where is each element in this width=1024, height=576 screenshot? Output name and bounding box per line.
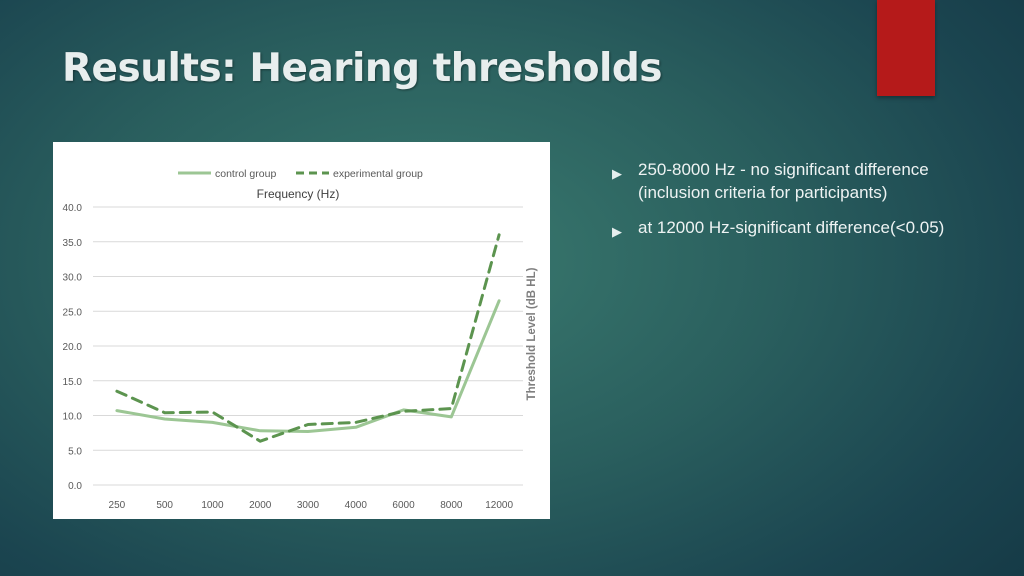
y-tick-label: 20.0 <box>63 342 83 353</box>
chart-canvas: 0.0 5.0 10.0 15.0 20.0 25.0 30.0 35.0 40.0 250 500… <box>63 168 538 511</box>
y-tick-label: 10.0 <box>63 412 83 423</box>
bullet-list: ▶ 250-8000 Hz - no significant differenc… <box>610 158 950 251</box>
page-title: Results: Hearing thresholds <box>62 46 663 91</box>
y-tick-label: 0.0 <box>68 481 82 492</box>
chart-title: Frequency (Hz) <box>257 187 340 201</box>
x-tick-label: 4000 <box>345 500 368 511</box>
bullet-item: ▶ at 12000 Hz-significant difference(<0.… <box>610 216 950 239</box>
x-tick-label: 3000 <box>297 500 320 511</box>
y-tick-label: 25.0 <box>63 307 83 318</box>
x-tick-label: 1000 <box>201 500 224 511</box>
triangle-right-icon: ▶ <box>612 224 622 239</box>
y-tick-label: 40.0 <box>63 203 83 214</box>
x-tick-label: 8000 <box>440 500 463 511</box>
bullet-text: 250-8000 Hz - no significant difference … <box>638 160 929 202</box>
y-tick-label: 15.0 <box>63 377 83 388</box>
line-chart: 0.0 5.0 10.0 15.0 20.0 25.0 30.0 35.0 40.0 250 500… <box>53 142 550 519</box>
x-tick-label: 500 <box>156 500 173 511</box>
y-tick-label: 5.0 <box>68 446 82 457</box>
series-line <box>115 233 501 443</box>
x-tick-label: 2000 <box>249 500 272 511</box>
bullet-item: ▶ 250-8000 Hz - no significant differenc… <box>610 158 950 204</box>
x-tick-label: 6000 <box>392 500 415 511</box>
x-tick-label: 12000 <box>485 500 513 511</box>
legend-label: control group <box>215 168 276 180</box>
x-tick-label: 250 <box>109 500 126 511</box>
legend-label: experimental group <box>333 168 423 180</box>
y-tick-label: 35.0 <box>63 238 83 249</box>
y-axis-label: Threshold Level (dB HL) <box>526 267 538 400</box>
bullet-text: at 12000 Hz-significant difference(<0.05… <box>638 218 945 237</box>
series-line <box>115 299 501 433</box>
triangle-right-icon: ▶ <box>612 166 622 181</box>
accent-tab <box>877 0 935 96</box>
y-tick-label: 30.0 <box>63 273 83 284</box>
